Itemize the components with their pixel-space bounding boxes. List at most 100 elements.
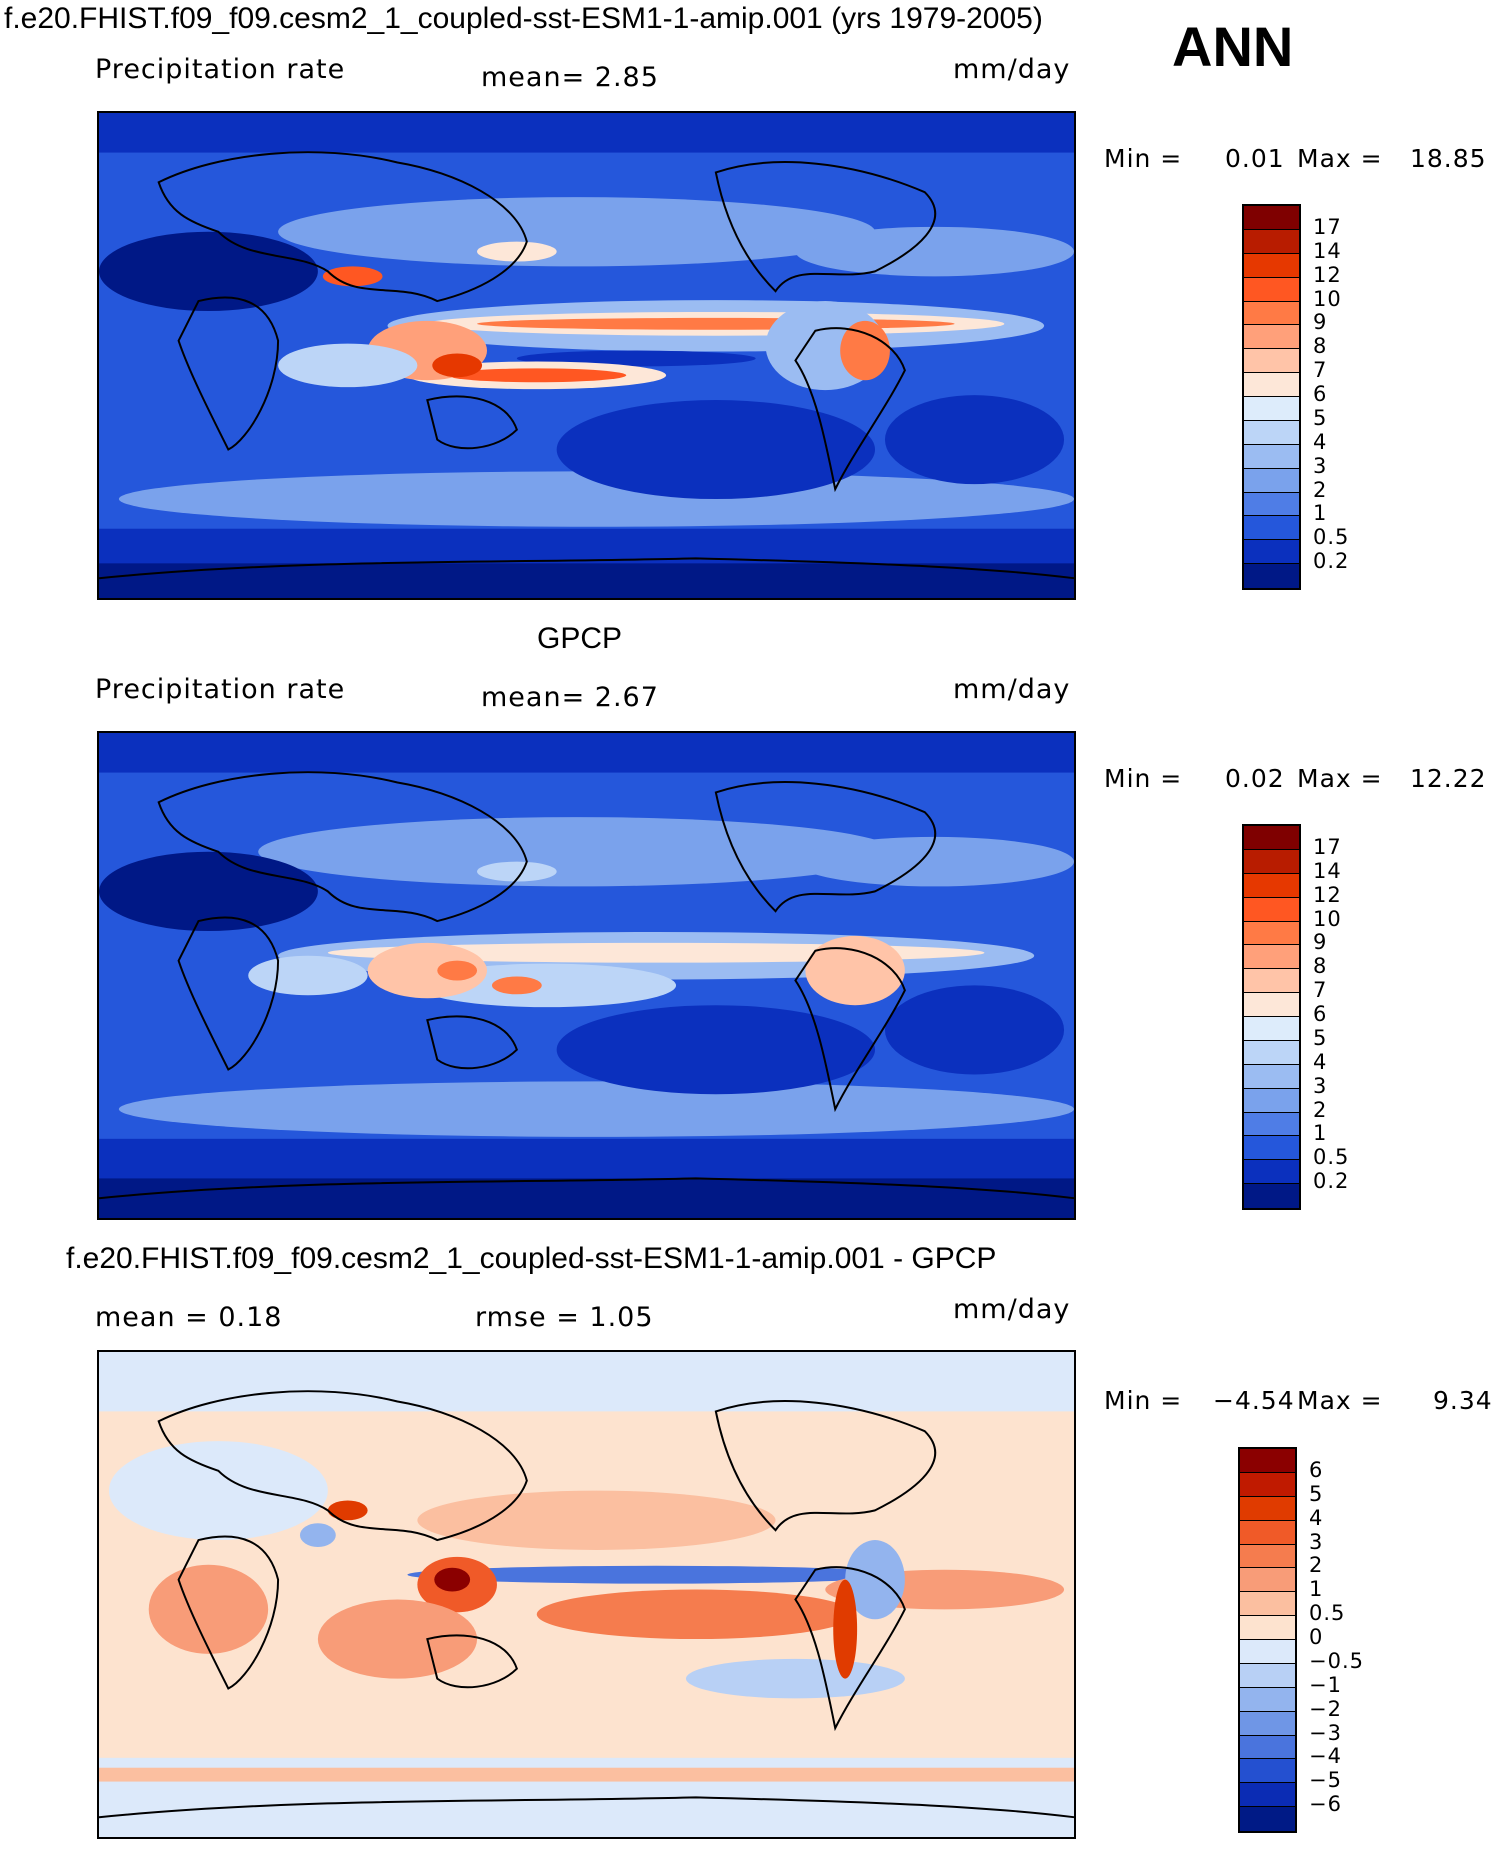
colorbar-tick-label: 7	[1313, 358, 1328, 383]
colorbar-tick-label: −5	[1309, 1768, 1342, 1793]
colorbar-tick-label: 10	[1313, 906, 1342, 931]
colorbar-swatch	[1240, 1640, 1295, 1664]
colorbar-tick-label: 1	[1313, 501, 1328, 526]
colorbar-swatch	[1240, 1520, 1295, 1545]
colorbar-tick-label: 5	[1313, 405, 1328, 430]
colorbar-swatch	[1240, 1496, 1295, 1521]
colorbar-tick-label: 10	[1313, 286, 1342, 311]
colorbar-swatch	[1244, 849, 1299, 874]
colorbar-swatch	[1244, 468, 1299, 493]
colorbar-swatch	[1244, 1088, 1299, 1113]
colorbar-tick-label: −4	[1309, 1744, 1342, 1769]
colorbar-tick-label: 17	[1313, 834, 1342, 859]
colorbar-swatch	[1240, 1663, 1295, 1688]
colorbar-tick-label: 8	[1313, 954, 1328, 979]
colorbar-tick-label: 4	[1309, 1505, 1324, 1530]
colorbar-tick-label: 12	[1313, 262, 1342, 287]
colorbar-swatch	[1240, 1472, 1295, 1497]
panel-obs-max-label: Max =	[1297, 764, 1383, 793]
panel-obs-mean: mean= 2.67	[481, 682, 659, 713]
panel-diff-title: f.e20.FHIST.f09_f09.cesm2_1_coupled-sst-…	[66, 1242, 997, 1275]
colorbar-swatch	[1244, 349, 1299, 374]
colorbar-tick-label: 17	[1313, 214, 1342, 239]
colorbar-tick-label: 1	[1313, 1121, 1328, 1146]
colorbar-swatch	[1244, 873, 1299, 898]
colorbar-tick-label: 3	[1309, 1529, 1324, 1554]
precip-field-model	[99, 113, 1074, 598]
colorbar-tick-label: 0.2	[1313, 549, 1350, 574]
colorbar-swatch	[1240, 1687, 1295, 1712]
colorbar-swatch	[1244, 277, 1299, 302]
colorbar-swatch	[1240, 1568, 1295, 1593]
colorbar-swatch	[1244, 492, 1299, 517]
panel-obs-colorbar	[1242, 824, 1301, 1210]
colorbar-tick-label: 12	[1313, 882, 1342, 907]
panel-diff-min-value: −4.54	[1213, 1386, 1295, 1415]
panel-model-min-label: Min =	[1104, 144, 1183, 173]
map-model	[97, 111, 1076, 600]
colorbar-swatch	[1244, 1064, 1299, 1089]
colorbar-swatch	[1244, 516, 1299, 541]
colorbar-tick-label: 0.2	[1313, 1169, 1350, 1194]
colorbar-tick-label: 0.5	[1313, 1145, 1350, 1170]
colorbar-swatch	[1244, 540, 1299, 565]
colorbar-tick-label: 0	[1309, 1625, 1324, 1649]
colorbar-tick-label: 4	[1313, 1049, 1328, 1074]
panel-diff-mean: mean = 0.18	[95, 1302, 283, 1333]
panel-model-variable: Precipitation rate	[95, 54, 346, 85]
colorbar-tick-label: 3	[1313, 1073, 1328, 1098]
panel-diff-colorbar	[1238, 1447, 1297, 1833]
colorbar-tick-label: −3	[1309, 1720, 1342, 1745]
panel-obs-variable: Precipitation rate	[95, 674, 346, 705]
colorbar-swatch	[1244, 444, 1299, 469]
colorbar-swatch	[1244, 1040, 1299, 1065]
colorbar-swatch	[1244, 397, 1299, 421]
colorbar-tick-label: −6	[1309, 1792, 1342, 1817]
colorbar-tick-label: −2	[1309, 1696, 1342, 1721]
panel-diff-units: mm/day	[953, 1294, 1071, 1325]
colorbar-swatch	[1244, 253, 1299, 278]
colorbar-tick-label: 1	[1309, 1577, 1324, 1602]
panel-obs-max-value: 12.22	[1410, 764, 1487, 793]
colorbar-tick-label: 2	[1313, 1097, 1328, 1122]
colorbar-swatch	[1240, 1592, 1295, 1617]
colorbar-tick-label: 14	[1313, 858, 1342, 883]
panel-obs-min-value: 0.02	[1225, 764, 1285, 793]
colorbar-tick-label: 3	[1313, 453, 1328, 478]
colorbar-tick-label: 5	[1313, 1025, 1328, 1050]
panel-model-colorbar	[1242, 204, 1301, 590]
colorbar-swatch	[1240, 1449, 1295, 1473]
colorbar-swatch	[1240, 1807, 1295, 1831]
precip-field-diff	[99, 1352, 1074, 1837]
colorbar-tick-label: 9	[1313, 310, 1328, 335]
colorbar-swatch	[1244, 1112, 1299, 1137]
colorbar-swatch	[1244, 206, 1299, 230]
colorbar-swatch	[1240, 1544, 1295, 1569]
colorbar-tick-label: 0.5	[1309, 1601, 1346, 1626]
panel-obs-units: mm/day	[953, 674, 1071, 705]
map-diff	[97, 1350, 1076, 1839]
colorbar-swatch	[1244, 826, 1299, 850]
colorbar-swatch	[1244, 945, 1299, 970]
colorbar-swatch	[1244, 969, 1299, 994]
colorbar-swatch	[1244, 1017, 1299, 1041]
colorbar-swatch	[1240, 1735, 1295, 1760]
colorbar-swatch	[1244, 564, 1299, 588]
colorbar-swatch	[1244, 1160, 1299, 1185]
panel-model-min-value: 0.01	[1225, 144, 1285, 173]
colorbar-swatch	[1244, 1136, 1299, 1161]
panel-diff-rmse: rmse = 1.05	[475, 1302, 654, 1333]
colorbar-swatch	[1244, 229, 1299, 254]
panel-diff-max-value: 9.34	[1433, 1386, 1493, 1415]
colorbar-tick-label: −0.5	[1309, 1648, 1364, 1673]
panel-diff-min-label: Min =	[1104, 1386, 1183, 1415]
colorbar-tick-label: 4	[1313, 429, 1328, 454]
colorbar-tick-label: 6	[1309, 1457, 1324, 1482]
colorbar-swatch	[1244, 921, 1299, 946]
colorbar-swatch	[1240, 1783, 1295, 1808]
colorbar-tick-label: 7	[1313, 978, 1328, 1003]
colorbar-tick-label: 6	[1313, 1002, 1328, 1026]
colorbar-swatch	[1244, 301, 1299, 326]
season-label: ANN	[1172, 15, 1294, 78]
colorbar-swatch	[1240, 1616, 1295, 1640]
